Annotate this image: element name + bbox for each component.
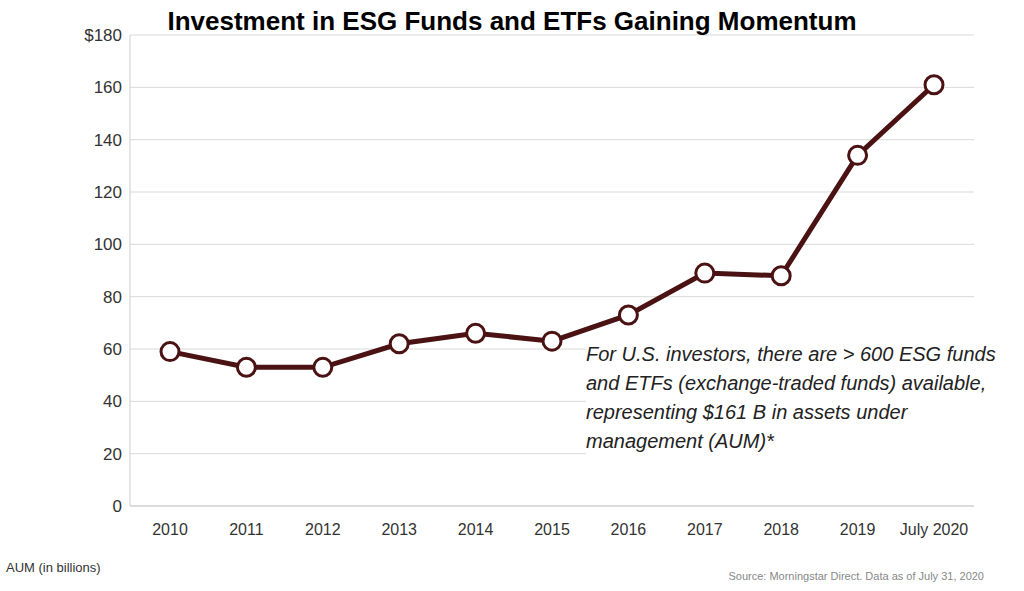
svg-text:2011: 2011 (229, 521, 264, 538)
svg-text:$180: $180 (84, 26, 122, 45)
svg-text:2015: 2015 (534, 521, 570, 538)
svg-text:2014: 2014 (458, 521, 494, 538)
svg-text:2013: 2013 (381, 521, 417, 538)
svg-text:120: 120 (94, 183, 122, 202)
html-text:Investment in ESG Funds and ET: Investment in ESG Funds and ETFs Gaining… (167, 6, 857, 36)
svg-text:2010: 2010 (152, 521, 188, 538)
svg-text:2012: 2012 (305, 521, 341, 538)
svg-text:2018: 2018 (763, 521, 799, 538)
svg-text:160: 160 (94, 78, 122, 97)
svg-text:July 2020: July 2020 (900, 521, 969, 538)
svg-text:140: 140 (94, 131, 122, 150)
svg-text:80: 80 (103, 288, 122, 307)
svg-text:2016: 2016 (611, 521, 647, 538)
html-text:Source: Morningstar Direct. Da: Source: Morningstar Direct. Data as of J… (728, 570, 984, 582)
svg-text:40: 40 (103, 392, 122, 411)
svg-text:100: 100 (94, 235, 122, 254)
svg-text:2019: 2019 (840, 521, 876, 538)
html-text:AUM (in billions): AUM (in billions) (6, 560, 101, 575)
svg-text:60: 60 (103, 340, 122, 359)
svg-text:20: 20 (103, 445, 122, 464)
svg-text:0: 0 (113, 497, 122, 516)
html-text:For U.S. investors, there are: For U.S. investors, there are > 600 ESG … (586, 343, 996, 452)
svg-text:2017: 2017 (687, 521, 723, 538)
